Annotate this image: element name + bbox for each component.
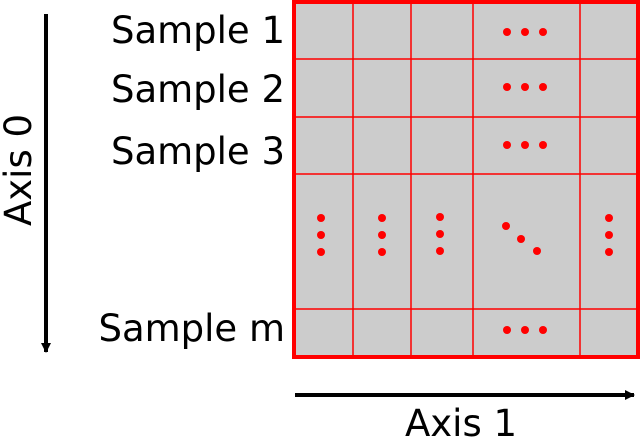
grid-lines: [294, 2, 638, 357]
array-grid-background: [294, 2, 638, 357]
column-ellipsis-dots: [378, 214, 386, 256]
row-ellipsis-dots: [503, 141, 547, 149]
array-grid-border: [292, 0, 640, 359]
row-label: Sample 3: [111, 130, 285, 173]
row-ellipsis-dots: [503, 83, 547, 91]
column-ellipsis-dots: [317, 214, 325, 256]
axis-1-label: Axis 1: [405, 402, 517, 438]
row-label: Sample 1: [111, 9, 285, 52]
row-label: Sample m: [98, 307, 285, 350]
diagonal-ellipsis-dots: [502, 222, 541, 255]
row-ellipsis-dots: [503, 326, 547, 334]
axis-0-label: Axis 0: [0, 114, 40, 226]
column-ellipsis-dots: [605, 214, 613, 256]
row-ellipsis-dots: [503, 28, 547, 36]
column-ellipsis-dots: [436, 213, 444, 255]
row-label: Sample 2: [111, 68, 285, 111]
